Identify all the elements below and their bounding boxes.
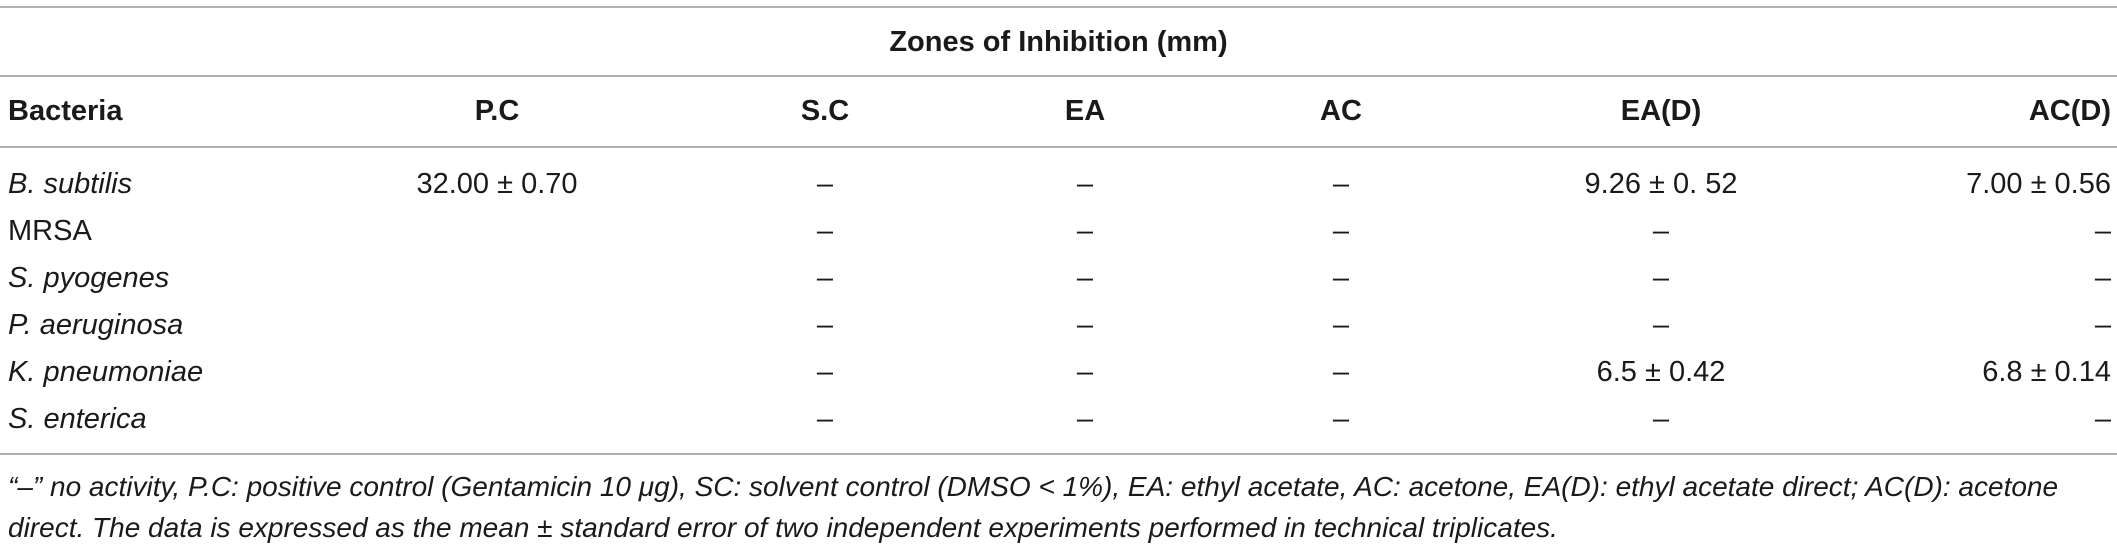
group-rule: [0, 75, 2117, 77]
column-header-sc: S.C: [800, 95, 850, 127]
cell-ead: 9.26 ± 0. 52: [1584, 168, 1738, 200]
cell-acd: –: [2094, 309, 2111, 341]
cell-bacteria: S. pyogenes: [8, 262, 170, 294]
cell-ead: –: [1652, 403, 1670, 435]
cell-ead: –: [1652, 262, 1670, 294]
cell-sc: –: [816, 168, 834, 200]
cell-sc: –: [816, 309, 834, 341]
column-header-ea: EA: [1064, 95, 1106, 127]
top-rule: [0, 6, 2117, 8]
column-header-ead: EA(D): [1620, 95, 1702, 127]
table-footnote: “–” no activity, P.C: positive control (…: [8, 466, 2108, 548]
cell-ac: –: [1332, 168, 1350, 200]
cell-ea: –: [1076, 356, 1094, 388]
cell-ac: –: [1332, 215, 1350, 247]
cell-acd: –: [2094, 403, 2111, 435]
cell-sc: –: [816, 215, 834, 247]
column-header-bacteria: Bacteria: [8, 95, 123, 127]
cell-ea: –: [1076, 309, 1094, 341]
column-header-pc: P.C: [474, 95, 520, 127]
cell-bacteria: B. subtilis: [8, 168, 133, 200]
cell-bacteria: P. aeruginosa: [8, 309, 184, 341]
footnote-line-1: “–” no activity, P.C: positive control (…: [8, 471, 2059, 502]
cell-ac: –: [1332, 309, 1350, 341]
cell-ead: –: [1652, 215, 1670, 247]
cell-acd: –: [2094, 262, 2111, 294]
cell-ac: –: [1332, 262, 1350, 294]
cell-sc: –: [816, 356, 834, 388]
cell-acd: 6.8 ± 0.14: [1982, 356, 2111, 388]
cell-ea: –: [1076, 215, 1094, 247]
header-rule: [0, 146, 2117, 148]
cell-ea: –: [1076, 168, 1094, 200]
cell-ea: –: [1076, 262, 1094, 294]
cell-bacteria: MRSA: [8, 215, 92, 247]
cell-ac: –: [1332, 356, 1350, 388]
column-header-ac: AC: [1320, 95, 1362, 127]
cell-ead: –: [1652, 309, 1670, 341]
cell-acd: –: [2094, 215, 2111, 247]
cell-sc: –: [816, 262, 834, 294]
bottom-rule: [0, 453, 2117, 455]
footnote-line-2: direct. The data is expressed as the mea…: [8, 512, 1558, 543]
cell-sc: –: [816, 403, 834, 435]
cell-ea: –: [1076, 403, 1094, 435]
cell-acd: 7.00 ± 0.56: [1966, 168, 2111, 200]
column-header-acd: AC(D): [2028, 95, 2111, 127]
cell-ac: –: [1332, 403, 1350, 435]
cell-bacteria: K. pneumoniae: [8, 356, 204, 388]
cell-ead: 6.5 ± 0.42: [1596, 356, 1726, 388]
cell-pc: 32.00 ± 0.70: [416, 168, 578, 200]
cell-bacteria: S. enterica: [8, 403, 147, 435]
group-header: Zones of Inhibition (mm): [889, 26, 1228, 58]
